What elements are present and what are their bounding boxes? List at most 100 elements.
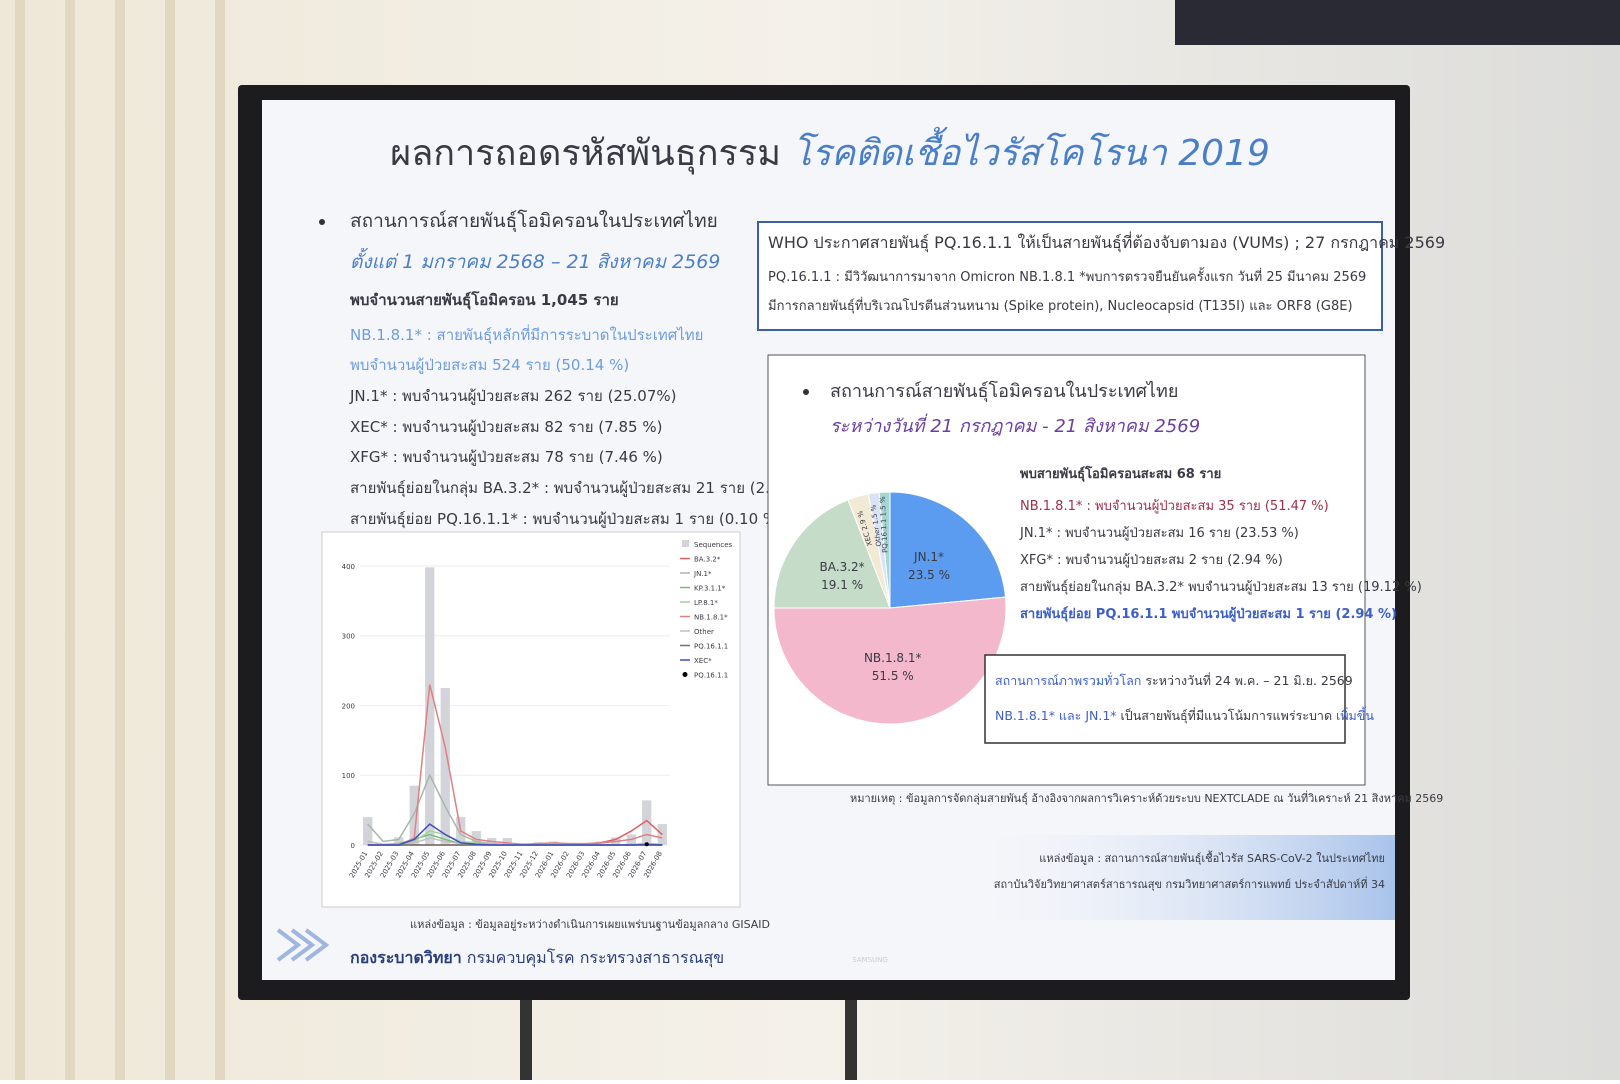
legend-label: Other — [694, 628, 714, 636]
bar — [471, 831, 481, 845]
line: สายพันธุ์ย่อย PQ.16.1.1 พบจำนวนผู้ป่วยสะ… — [1020, 606, 1397, 622]
pie-slice — [889, 491, 1007, 609]
slice-value: 1.5 % — [879, 496, 888, 517]
stand — [845, 990, 857, 1080]
legend-label: JN.1* — [693, 570, 712, 578]
brand: SAMSUNG — [852, 956, 888, 964]
trend-chart: 01002003004002025-012025-022025-032025-0… — [342, 540, 733, 879]
bar — [363, 817, 373, 845]
note-line: NB.1.8.1* และ JN.1* เป็นสายพันธุ์ที่มีแน… — [995, 706, 1374, 724]
legend-label: XEC* — [694, 657, 712, 665]
bar — [409, 785, 419, 845]
legend-label: Sequences — [694, 541, 733, 549]
slice-label: Other 1.5 % — [869, 504, 883, 547]
y-tick-label: 300 — [342, 633, 355, 641]
stand — [520, 990, 532, 1080]
decoration — [276, 928, 330, 962]
pie-chart: JN.1* 23.5 % NB.1.8.1* 51.5 % BA.3.2* 19.1 % X… — [773, 491, 1007, 725]
wall-stripes — [15, 0, 225, 1080]
line: สายพันธุ์ย่อยในกลุ่ม BA.3.2* : พบจำนวนผู… — [350, 479, 814, 498]
note-line: สถานการณ์ภาพรวมทั่วโลก ระหว่างวันที่ 24 … — [995, 672, 1353, 688]
footer-org: กองระบาดวิทยา — [350, 948, 462, 967]
period: ระหว่างวันที่ 21 กรกฎาคม - 21 สิงหาคม 25… — [830, 413, 1200, 437]
slice-value: 1.5 % — [869, 504, 880, 525]
y-tick-label: 200 — [342, 702, 355, 710]
right-text: พบสายพันธุ์โอมิครอนสะสม 68 ราย NB.1.8.1*… — [1019, 465, 1422, 622]
slide-title: ผลการถอดรหัสพันธุกรรม โรคติดเชื้อไวรัสโค… — [390, 126, 1270, 175]
footer-band — [950, 835, 1395, 920]
who-headline: WHO ประกาศสายพันธุ์ PQ.16.1.1 ให้เป็นสาย… — [768, 231, 1445, 253]
heading: สถานการณ์สายพันธุ์โอมิครอนในประเทศไทย — [350, 209, 718, 233]
who-line: มีการกลายพันธุ์ที่บริเวณโปรตีนส่วนหนาม (… — [768, 297, 1353, 314]
note-box — [984, 654, 1346, 744]
point — [644, 842, 649, 847]
legend-label: NB.1.8.1* — [694, 614, 728, 622]
bullet — [319, 219, 325, 225]
bar — [394, 837, 404, 845]
slice-label: JN.1* — [913, 550, 944, 564]
y-tick-label: 0 — [351, 842, 355, 850]
footer-dept: กรมควบคุมโรค กระทรวงสาธารณสุข — [462, 948, 724, 968]
legend-label: PQ.16.1.1 — [694, 643, 728, 651]
left-text: สถานการณ์สายพันธุ์โอมิครอนในประเทศไทย ตั… — [319, 209, 814, 529]
legend-label: PQ.16.1.1 — [694, 672, 728, 680]
source: แหล่งข้อมูล : สถานการณ์สายพันธุ์เชื้อไวร… — [1039, 850, 1385, 865]
footer: กองระบาดวิทยา กรมควบคุมโรค กระทรวงสาธารณ… — [350, 948, 724, 968]
line — [367, 684, 663, 846]
bar — [502, 838, 512, 845]
title: ผลการถอดรหัสพันธุกรรม — [390, 133, 781, 175]
total: พบสายพันธุ์โอมิครอนสะสม 68 ราย — [1020, 465, 1221, 482]
bar — [425, 567, 435, 845]
pie-slice — [773, 596, 1007, 725]
title-highlight: โรคติดเชื้อไวรัสโคโรนา 2019 — [792, 126, 1269, 174]
line: JN.1* : พบจำนวนผู้ป่วยสะสม 16 ราย (23.53… — [1019, 526, 1299, 541]
legend-label: KP.3.1.1* — [694, 585, 726, 593]
line — [367, 823, 663, 846]
legend-label: LP.8.1* — [694, 599, 718, 607]
slice-name: XEC — [862, 531, 874, 547]
who-box — [757, 221, 1383, 331]
legend-marker — [682, 672, 688, 677]
slice-label: BA.3.2* — [820, 560, 865, 574]
slice-value: 23.5 % — [908, 568, 950, 582]
line: สายพันธุ์ย่อย PQ.16.1.1* : พบจำนวนผู้ป่ว… — [350, 510, 783, 529]
line: สายพันธุ์ย่อยในกลุ่ม BA.3.2* พบจำนวนผู้ป… — [1020, 579, 1422, 595]
bar — [440, 688, 450, 845]
slice-value: 19.1 % — [821, 578, 863, 592]
footnote: หมายเหตุ : ข้อมูลการจัดกลุ่มสายพันธุ์ อ้… — [850, 790, 1443, 805]
source: แหล่งข้อมูล : ข้อมูลอยู่ระหว่างดำเนินการ… — [410, 918, 770, 931]
line: JN.1* : พบจำนวนผู้ป่วยสะสม 262 ราย (25.0… — [349, 387, 676, 405]
who-line: PQ.16.1.1 : มีวิวัฒนาการมาจาก Omicron NB… — [768, 267, 1366, 285]
total: พบจำนวนสายพันธุ์โอมิครอน 1,045 ราย — [350, 290, 619, 310]
slice-label: PQ.16.1.1 1.5 % — [879, 496, 890, 553]
legend-label: BA.3.2* — [694, 556, 721, 564]
line: NB.1.8.1* : สายพันธุ์หลักที่มีการระบาดใน… — [350, 324, 703, 345]
bullet — [803, 389, 809, 395]
heading: สถานการณ์สายพันธุ์โอมิครอนในประเทศไทย — [830, 380, 1178, 402]
bar — [642, 800, 652, 845]
slice-value: 51.5 % — [872, 669, 914, 683]
line: XFG* : พบจำนวนผู้ป่วยสะสม 78 ราย (7.46 %… — [350, 448, 663, 466]
pie-slice — [773, 499, 891, 609]
y-tick-label: 100 — [342, 772, 355, 780]
note-part: NB.1.8.1* และ JN.1* — [995, 708, 1117, 723]
legend-marker — [682, 540, 689, 547]
y-tick-label: 400 — [342, 563, 355, 571]
note-part: เป็นสายพันธุ์ที่มีแนวโน้มการแพร่ระบาด — [1117, 707, 1337, 724]
slice-label: NB.1.8.1* — [864, 651, 922, 665]
background-screen — [1175, 0, 1620, 45]
slice-name: PQ.16.1.1 — [880, 518, 890, 553]
line: XFG* : พบจำนวนผู้ป่วยสะสม 2 ราย (2.94 %) — [1020, 553, 1283, 568]
note-part: ระหว่างวันที่ 24 พ.ค. – 21 มิ.ย. 2569 — [1141, 672, 1352, 688]
source: สถาบันวิจัยวิทยาศาสตร์สาธารณสุข กรมวิทยา… — [994, 876, 1385, 891]
period: ตั้งแต่ 1 มกราคม 2568 – 21 สิงหาคม 2569 — [350, 247, 720, 273]
note-part: สถานการณ์ภาพรวมทั่วโลก — [995, 672, 1141, 688]
pie-slice — [878, 491, 891, 609]
slice-name: Other — [872, 526, 883, 547]
line: พบจำนวนผู้ป่วยสะสม 524 ราย (50.14 %) — [350, 356, 629, 374]
note-part: เพิ่มขึ้น — [1336, 706, 1374, 723]
chart-frame — [321, 531, 741, 908]
line: NB.1.8.1* : พบจำนวนผู้ป่วยสะสม 35 ราย (5… — [1020, 499, 1329, 514]
